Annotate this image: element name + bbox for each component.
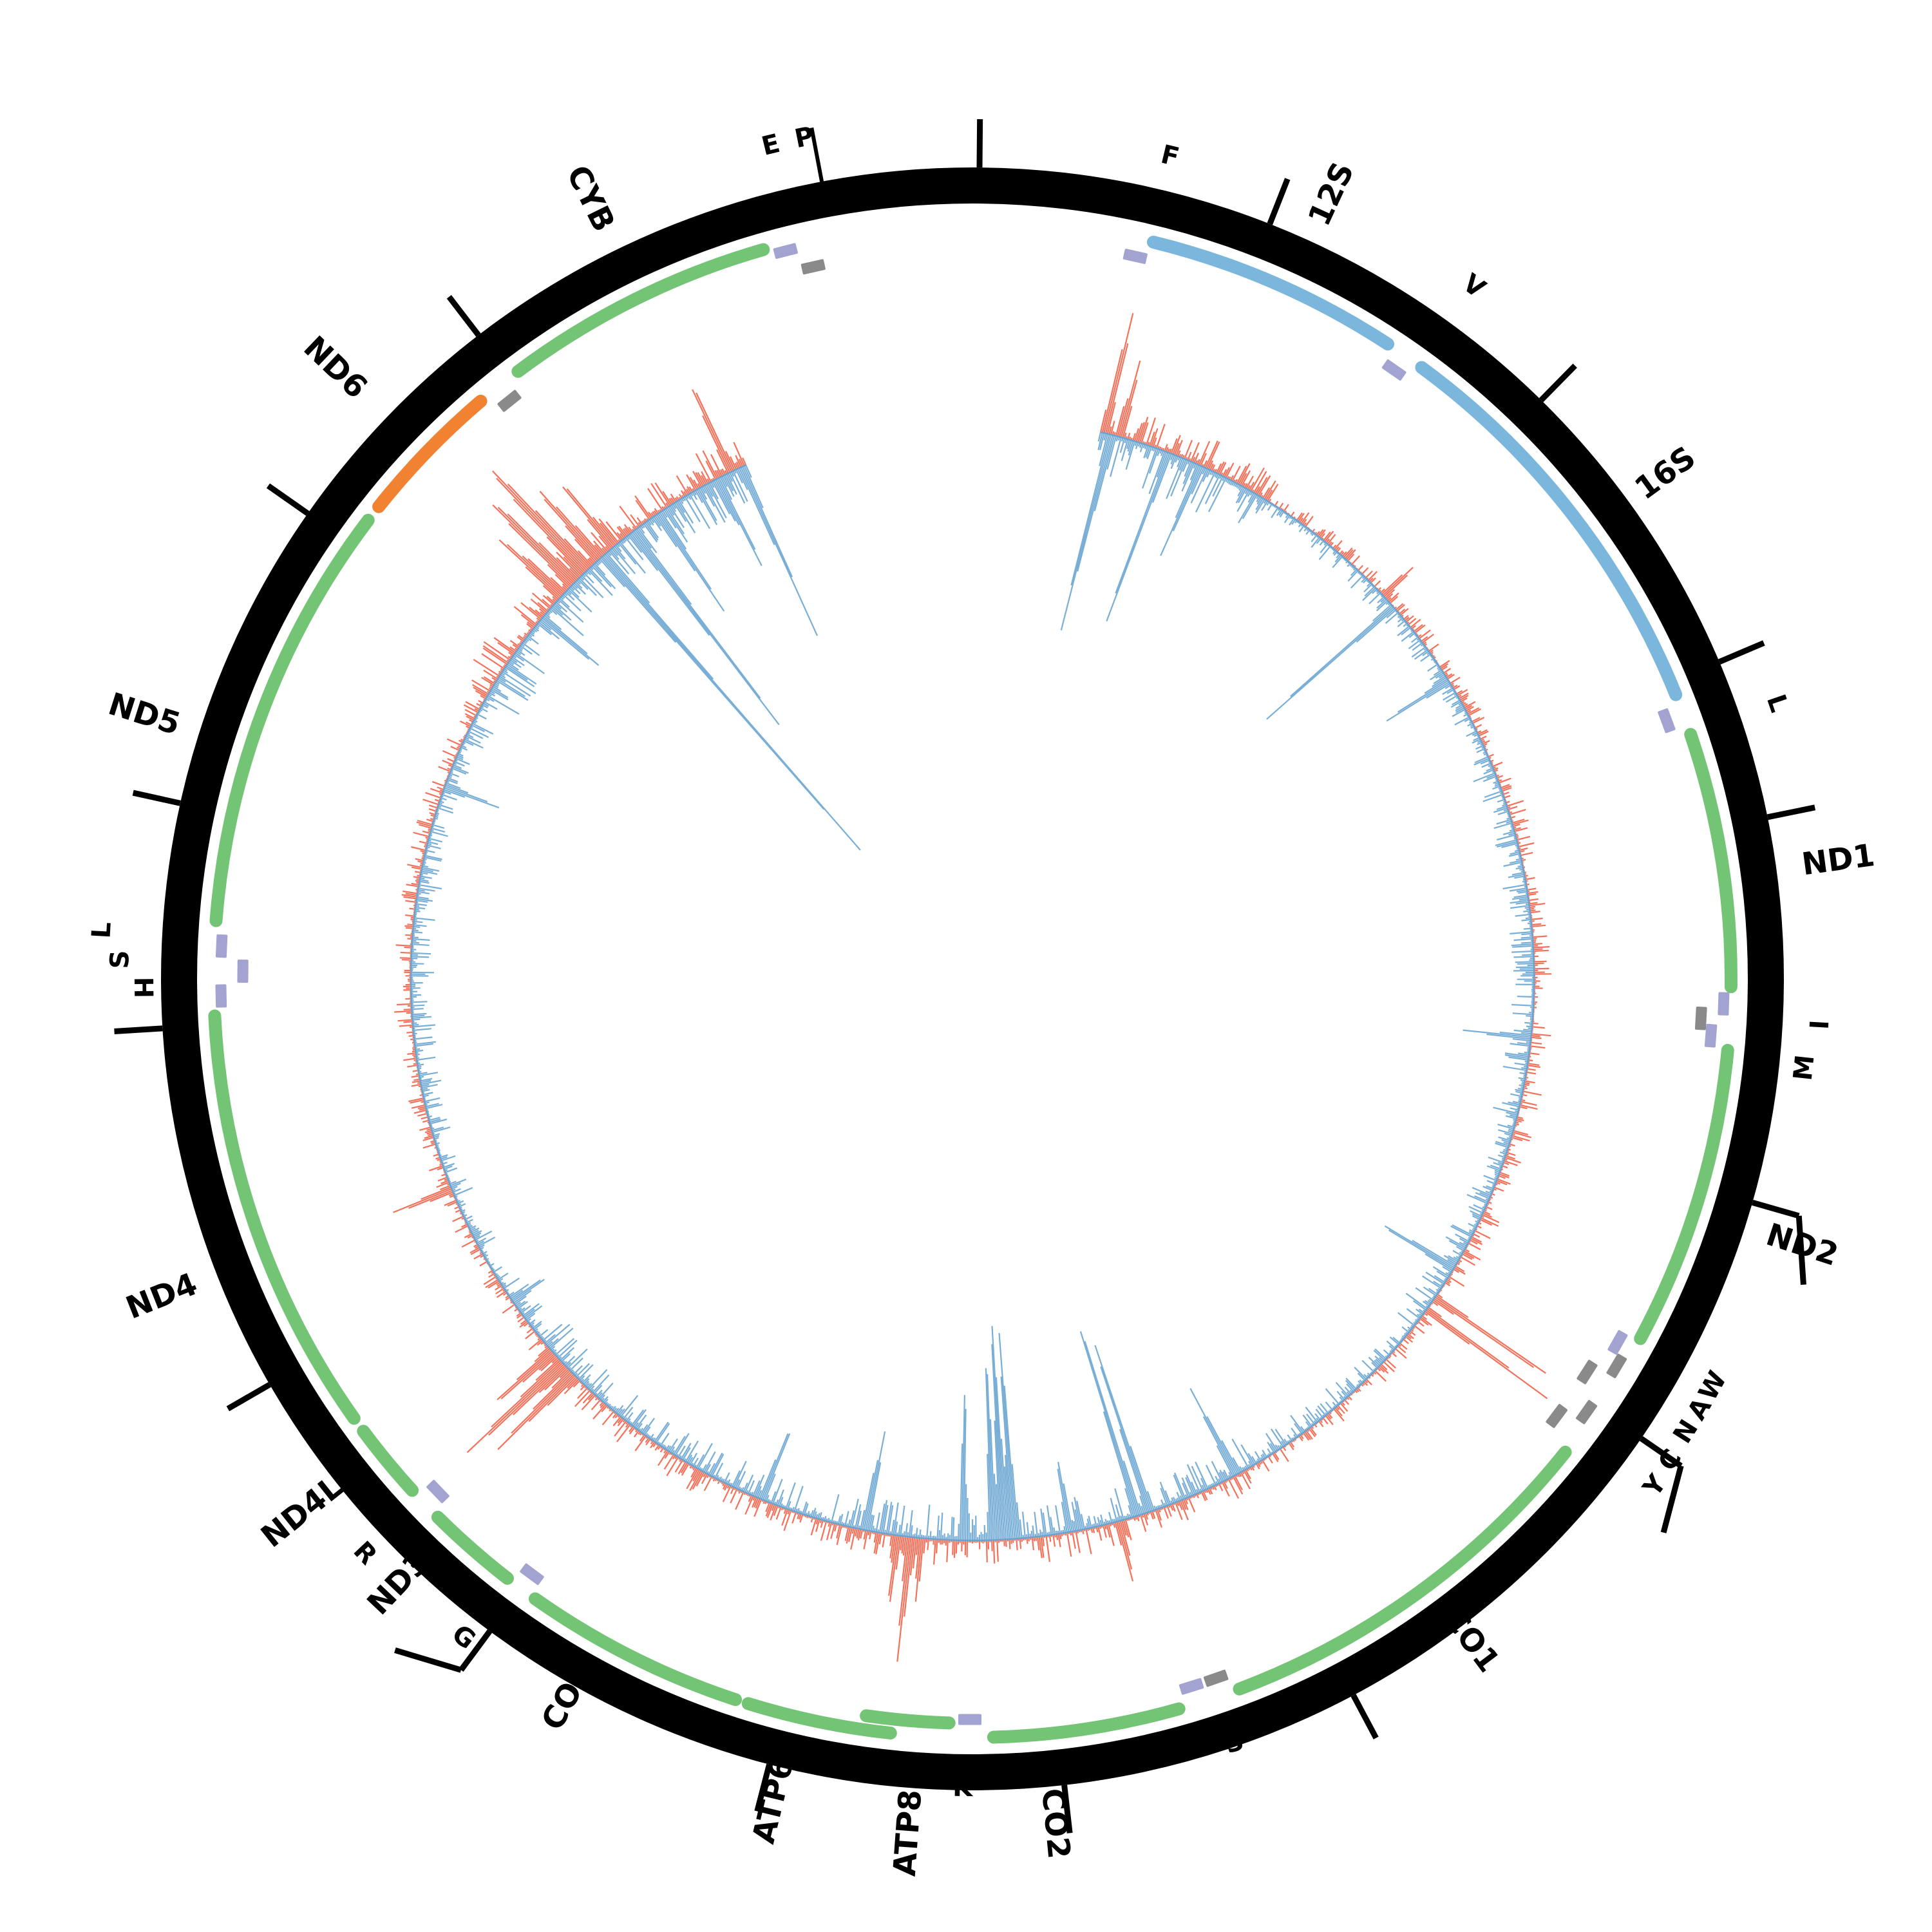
trna-mark-V <box>1381 359 1406 381</box>
tick <box>132 790 181 806</box>
trna-mark-H <box>215 984 227 1008</box>
trna-mark-R <box>426 1479 450 1504</box>
trna-mark-M <box>1704 1023 1718 1048</box>
gene-label-S: S <box>105 950 135 969</box>
tick <box>266 483 310 516</box>
gene-label-L: L <box>1761 691 1794 716</box>
gene-arc-16S <box>1415 361 1683 701</box>
gene-arc-ND2 <box>1634 1043 1734 1345</box>
gene-label-ND4: ND4 <box>121 1266 202 1327</box>
gene-label-ND4L: ND4L <box>254 1469 349 1555</box>
gene-arc-ND4L <box>357 1425 419 1497</box>
gene-arc-12S <box>1147 236 1394 351</box>
tick <box>446 295 481 337</box>
gene-label-CYB: CYB <box>559 160 621 237</box>
trna-mark-N <box>1577 1359 1598 1385</box>
gene-label-CO2: CO2 <box>1034 1786 1077 1860</box>
tick <box>1639 1435 1683 1468</box>
gene-label-R: R <box>348 1536 383 1571</box>
tick <box>754 1763 772 1812</box>
gene-label-ND6: ND6 <box>297 329 375 406</box>
tick <box>1061 1785 1073 1833</box>
tick <box>114 1025 163 1034</box>
gene-arc-ATP8 <box>860 1709 956 1730</box>
gene-label-M: M <box>1788 1054 1821 1082</box>
trna-mark-C <box>1576 1399 1598 1425</box>
tick-elbow <box>1795 1215 1806 1285</box>
gene-arc-ND4 <box>208 1009 361 1425</box>
gene-label-L: L <box>86 921 117 939</box>
tick <box>1350 1694 1379 1739</box>
gene-arc-ATP6 <box>741 1697 897 1740</box>
genome-position-ring <box>161 167 1784 1790</box>
coverage-track <box>393 313 1552 1662</box>
gene-label-ND1: ND1 <box>1799 837 1877 883</box>
gene-arc-CYB <box>511 243 770 378</box>
gene-label-16S: 16S <box>1628 439 1702 507</box>
trna-mark-Y <box>1546 1403 1567 1428</box>
tick <box>1751 1199 1800 1219</box>
gene-arc-CO2 <box>987 1702 1186 1744</box>
coverage-inward-spikes <box>410 431 1535 1541</box>
coverage-outward-spikes <box>393 313 1552 1662</box>
gene-label-I: I <box>1805 1019 1835 1030</box>
gene-label-K: K <box>952 1773 974 1803</box>
gene-arc-ND5 <box>209 513 375 927</box>
trna-mark-G <box>520 1563 544 1586</box>
tick-marks <box>114 119 1816 1833</box>
trna-mark-E2 <box>497 390 522 412</box>
trna-mark-T <box>773 243 798 259</box>
gene-label-V: V <box>1457 269 1491 304</box>
tick <box>1539 363 1577 402</box>
gene-label-F: F <box>1158 140 1182 173</box>
trna-mark-I <box>1718 992 1730 1016</box>
gene-label-Y: Y <box>1637 1469 1672 1502</box>
tick-elbow <box>394 1647 462 1673</box>
gene-arcs <box>208 236 1738 1744</box>
gene-arc-ND6 <box>372 394 488 513</box>
gene-label-ATP8: ATP8 <box>887 1788 929 1877</box>
trna-mark-P2 <box>800 259 826 275</box>
trna-mark-S2 <box>237 960 249 983</box>
gene-label-12S: 12S <box>1302 157 1361 232</box>
coverage-baseline <box>410 431 1535 1542</box>
trna-mark-L1 <box>1658 708 1676 734</box>
trna-mark-Q <box>1694 1006 1707 1030</box>
tick <box>226 1382 272 1412</box>
tick <box>459 1629 493 1672</box>
tick <box>1766 804 1816 820</box>
trna-mark-K <box>958 1714 982 1725</box>
gene-label-ATP6: ATP6 <box>746 1754 801 1847</box>
gene-arc-ND3 <box>431 1510 514 1585</box>
tick-elbow <box>1660 1465 1684 1533</box>
gene-label-ND5: ND5 <box>104 686 185 743</box>
gene-label-E: E <box>759 129 782 162</box>
trna-mark-S1 <box>1203 1669 1229 1687</box>
gene-arc-CO1 <box>1233 1445 1572 1696</box>
gene-label-H: H <box>128 976 158 998</box>
gene-label-P: P <box>792 121 817 154</box>
tick <box>810 127 824 182</box>
gene-arc-ND1 <box>1684 728 1738 994</box>
trna-mark-L2 <box>215 934 228 958</box>
trna-mark-W <box>1607 1330 1628 1355</box>
gene-labels: F12SV16SLND1IMND2WANCYCO1SDCO2KATP8ATP6C… <box>86 121 1877 1877</box>
gene-arc-CO3 <box>529 1592 743 1707</box>
trna-mark-F <box>1122 249 1148 264</box>
tick <box>1267 178 1291 225</box>
trna-mark-D <box>1179 1678 1204 1695</box>
tick <box>1718 640 1765 665</box>
trna-mark-A <box>1606 1353 1627 1379</box>
trna-marks <box>215 243 1730 1725</box>
